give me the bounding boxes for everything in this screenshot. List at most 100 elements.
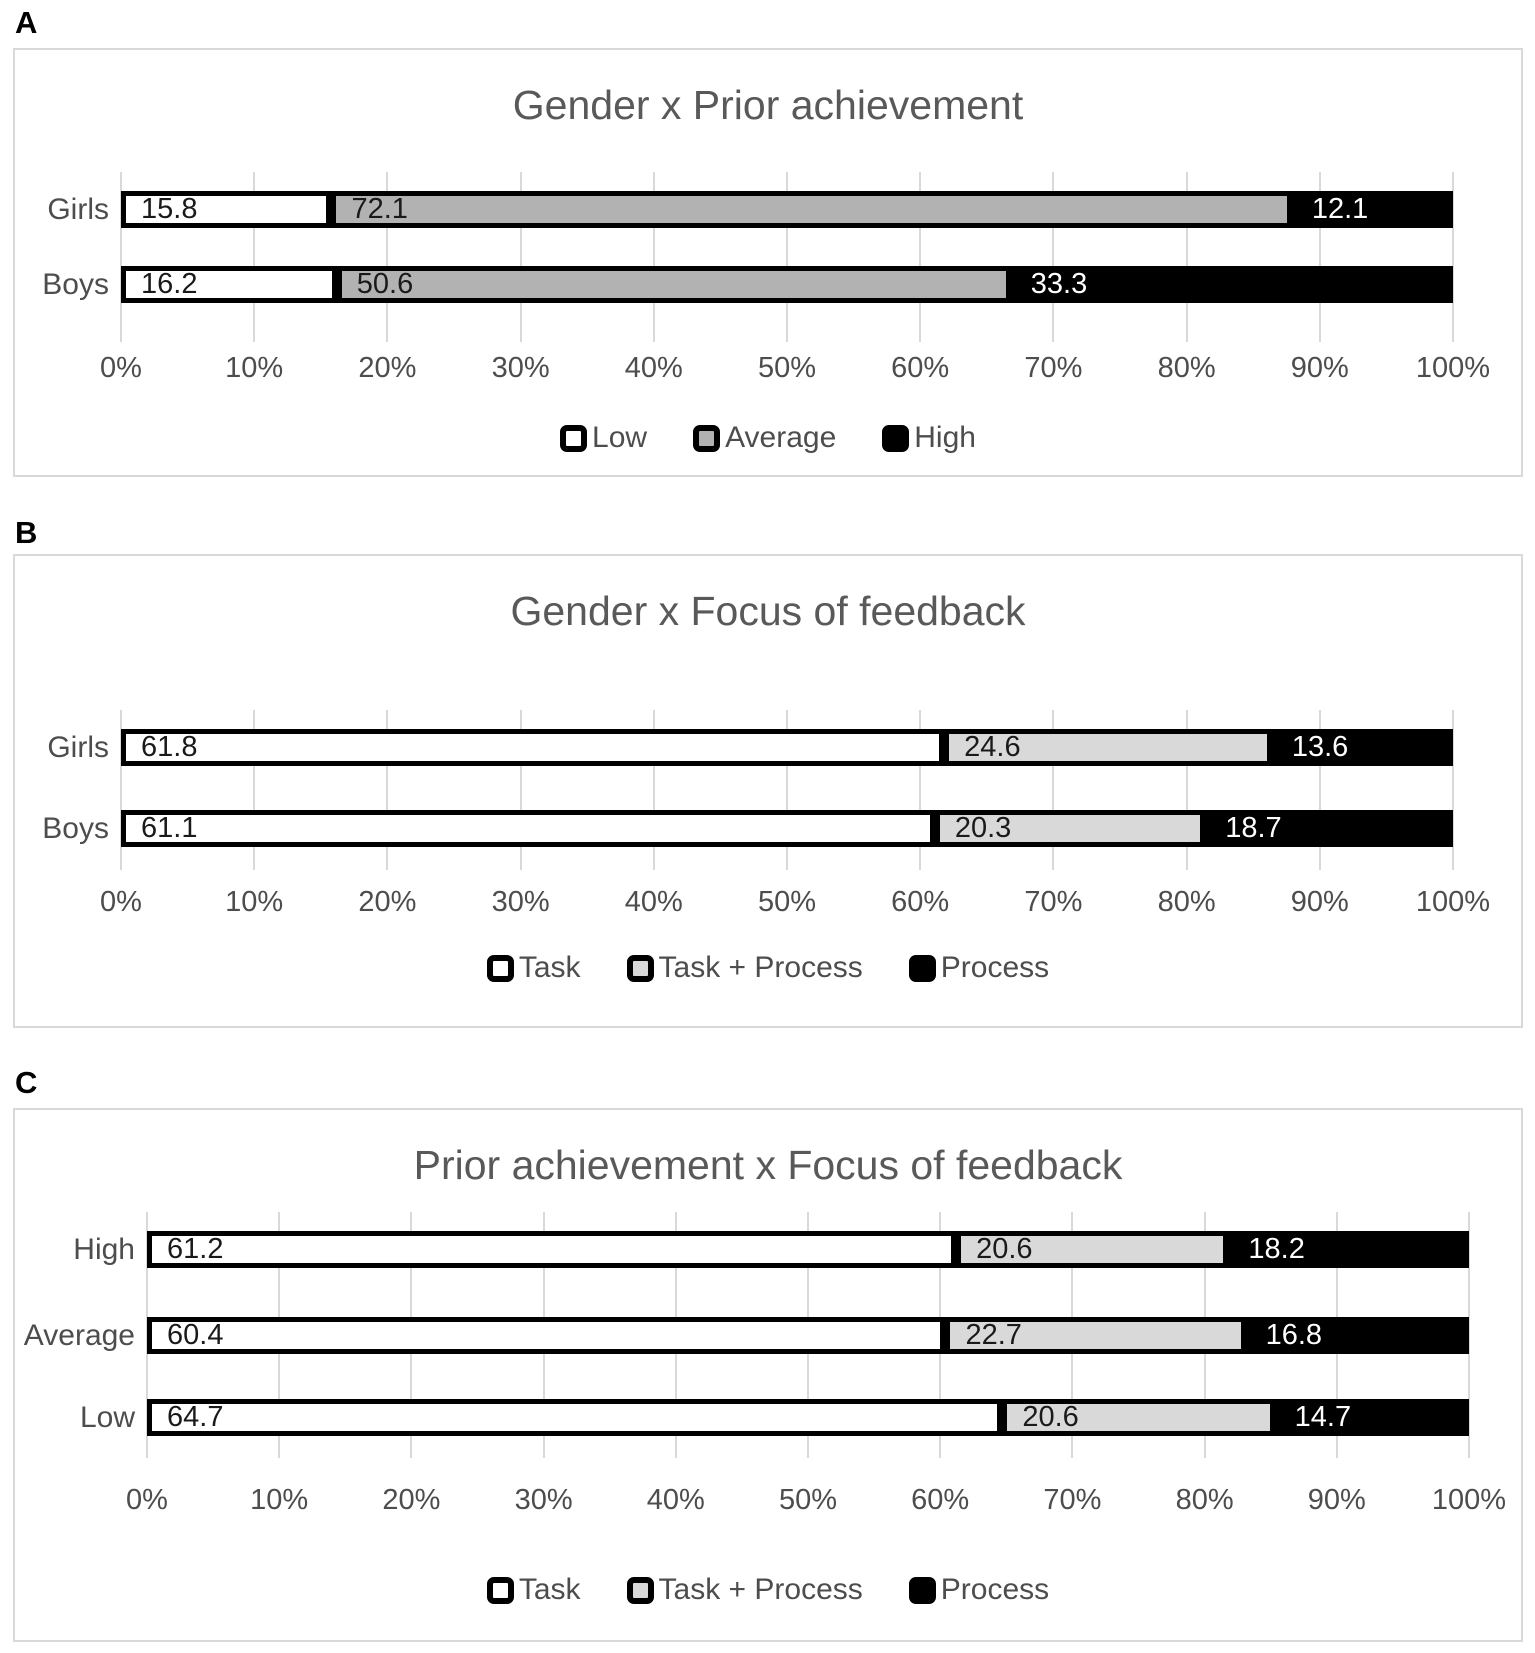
data-label: 12.1: [1311, 193, 1369, 225]
data-label: 20.6: [976, 1233, 1033, 1265]
category-label-girls: Girls: [47, 193, 109, 226]
bar-segment-task-process: 22.7: [945, 1317, 1246, 1354]
legend-label: Task + Process: [658, 951, 863, 984]
legend: Low Average High: [15, 422, 1521, 454]
data-label: 13.6: [1291, 731, 1349, 763]
gridline: [120, 172, 122, 342]
bar-segment-average: 50.6: [336, 266, 1011, 303]
legend-label: Average: [725, 421, 837, 454]
x-axis-tick: 50%: [757, 886, 817, 918]
bar-segment-task-process: 20.6: [1002, 1399, 1275, 1436]
x-axis-tick: 90%: [1290, 886, 1349, 918]
data-label: 14.7: [1294, 1401, 1352, 1433]
bar-row-girls: 15.8 72.1 12.1: [121, 191, 1453, 228]
x-axis-tick: 80%: [1175, 1484, 1234, 1516]
data-label: 16.2: [141, 268, 198, 300]
panel-a-letter: A: [15, 5, 38, 40]
bar-segment-task: 60.4: [147, 1317, 946, 1354]
x-axis-tick: 40%: [624, 886, 683, 918]
x-axis-tick: 10%: [250, 1484, 309, 1516]
bar-segment-process: 18.2: [1228, 1231, 1469, 1268]
bar-row-low: 64.7 20.6 14.7: [147, 1399, 1469, 1436]
data-label: 20.6: [1022, 1401, 1079, 1433]
x-axis-tick: 30%: [491, 886, 550, 918]
gridline: [1318, 710, 1321, 870]
chart-panel-gender-prior-achievement: Gender x Prior achievement Girls 15.8 72.1…: [13, 48, 1523, 477]
x-axis-tick: 50%: [757, 352, 817, 384]
legend-label: High: [914, 421, 976, 454]
bar-segment-task: 61.2: [147, 1231, 957, 1268]
gridline: [253, 710, 256, 870]
legend-item-task: Task: [486, 1574, 581, 1606]
bar-segment-process: 13.6: [1271, 729, 1453, 766]
legend-label: Low: [592, 421, 648, 454]
gridline: [1052, 172, 1055, 342]
bar-segment-task-process: 20.6: [956, 1231, 1229, 1268]
legend-swatch-icon: [908, 1576, 936, 1604]
gridline: [519, 710, 522, 870]
chart-title: Prior achievement x Focus of feedback: [413, 1142, 1123, 1188]
panel-c-letter: C: [15, 1065, 38, 1100]
x-axis-tick: 50%: [778, 1484, 838, 1516]
legend-item-process: Process: [908, 951, 1050, 984]
legend-swatch-icon: [626, 954, 654, 982]
gridline: [1318, 172, 1321, 342]
category-label-boys: Boys: [42, 812, 109, 845]
legend-item-low: Low: [560, 422, 647, 454]
legend-label: Task + Process: [658, 1573, 863, 1606]
x-axis-tick: 10%: [225, 886, 284, 918]
x-axis-tick: 40%: [646, 1484, 705, 1516]
legend-item-process: Process: [908, 1574, 1049, 1606]
legend-item-task: Task: [486, 951, 581, 984]
legend-item-task-process: Task + Process: [626, 1573, 863, 1606]
data-label: 72.1: [351, 193, 408, 225]
legend-item-high: High: [882, 422, 976, 454]
gridline: [1452, 710, 1454, 870]
bar-segment-high: 33.3: [1010, 266, 1453, 303]
gridline: [386, 172, 389, 342]
data-label: 33.3: [1030, 268, 1088, 300]
legend: Task Task + Process Process: [15, 1574, 1521, 1606]
legend-swatch-icon: [626, 1576, 654, 1604]
data-label: 64.7: [167, 1401, 224, 1433]
data-label: 50.6: [356, 268, 414, 300]
x-axis-tick: 0%: [126, 1484, 168, 1516]
legend: Task Task + Process Process: [15, 952, 1521, 984]
gridline: [919, 710, 922, 870]
chart-title: Gender x Prior achievement: [512, 82, 1024, 128]
gridline: [253, 172, 256, 342]
gridline: [1185, 172, 1188, 342]
data-label: 61.1: [141, 812, 198, 844]
bar-row-boys: 61.1 20.3 18.7: [121, 810, 1453, 847]
gridline: [386, 710, 389, 870]
legend-swatch-icon: [486, 954, 514, 982]
category-label-boys: Boys: [42, 268, 109, 301]
legend-swatch-icon: [908, 954, 936, 982]
gridline: [120, 710, 122, 870]
legend-label: Task: [518, 951, 581, 984]
x-axis-tick: 60%: [891, 886, 950, 918]
x-axis-tick: 10%: [225, 352, 284, 384]
chart-title: Gender x Focus of feedback: [510, 588, 1026, 634]
x-axis-tick: 90%: [1307, 1484, 1366, 1516]
x-axis-tick: 80%: [1157, 352, 1216, 384]
category-label-girls: Girls: [47, 731, 109, 764]
data-label: 16.8: [1265, 1319, 1323, 1351]
x-axis-tick: 30%: [514, 1484, 573, 1516]
data-label: 61.2: [167, 1233, 224, 1265]
gridline: [1185, 710, 1188, 870]
bar-segment-task-process: 20.3: [934, 810, 1206, 847]
x-axis-tick: 100%: [1415, 886, 1491, 918]
category-label-average: Average: [23, 1319, 135, 1352]
bar-segment-low: 15.8: [121, 191, 332, 228]
legend-label: Process: [940, 951, 1050, 984]
legend-swatch-icon: [486, 1576, 514, 1604]
x-axis-tick: 20%: [382, 1484, 441, 1516]
x-axis-tick: 100%: [1415, 352, 1491, 384]
x-axis-tick: 0%: [100, 886, 142, 918]
bar-row-girls: 61.8 24.6 13.6: [121, 729, 1453, 766]
data-label: 20.3: [954, 812, 1012, 844]
bar-row-average: 60.4 22.7 16.8: [147, 1317, 1469, 1354]
bar-segment-task-process: 24.6: [944, 729, 1272, 766]
gridline: [919, 172, 922, 342]
